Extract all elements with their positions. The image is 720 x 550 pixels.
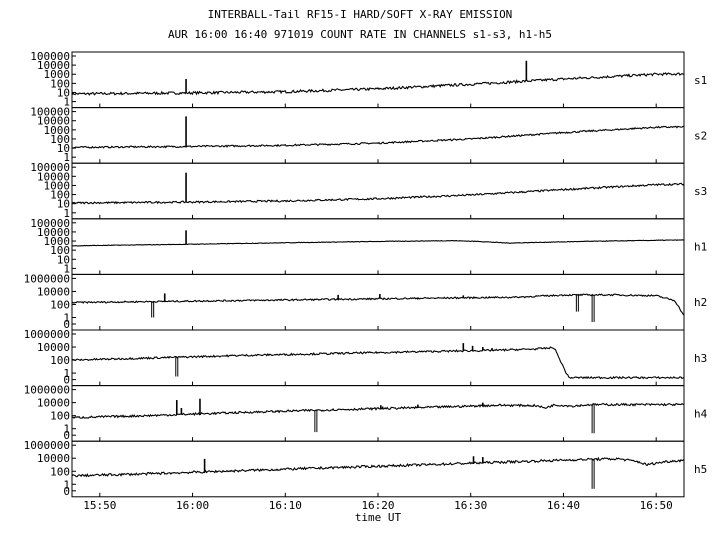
x-axis-label: time UT xyxy=(355,511,402,524)
y-tick-label: 10000 xyxy=(37,170,70,183)
panel-frame xyxy=(71,440,685,498)
panel-frame xyxy=(71,51,685,109)
h1-series-line xyxy=(71,239,685,247)
y-tick-label: 100000 xyxy=(30,50,70,63)
y-tick-label: 100000 xyxy=(30,217,70,230)
y-tick-label: 100 xyxy=(50,133,70,146)
channel-label-h3: h3 xyxy=(694,352,707,365)
y-tick-label: 100 xyxy=(50,465,70,478)
y-tick-label: 1000000 xyxy=(24,384,70,397)
y-tick-label: 100 xyxy=(50,298,70,311)
panel-frame xyxy=(71,107,685,164)
h5-series-line xyxy=(71,456,685,478)
channel-label-h5: h5 xyxy=(694,463,707,476)
y-tick-label: 10 xyxy=(57,253,70,266)
chart-title: INTERBALL-Tail RF15-I HARD/SOFT X-RAY EM… xyxy=(207,8,513,21)
y-tick-label: 10000 xyxy=(37,115,70,128)
channel-label-h2: h2 xyxy=(694,296,707,309)
y-tick-label: 0 xyxy=(63,318,70,331)
h2-series-line xyxy=(71,293,685,316)
y-tick-label: 10000 xyxy=(37,285,70,298)
y-tick-label: 100000 xyxy=(30,161,70,174)
x-tick-label: 16:10 xyxy=(269,499,302,512)
x-tick-label: 16:20 xyxy=(361,499,394,512)
y-tick-label: 0 xyxy=(63,374,70,387)
chart-subtitle: AUR 16:00 16:40 971019 COUNT RATE IN CHA… xyxy=(167,28,553,41)
y-tick-label: 100000 xyxy=(30,106,70,119)
y-tick-label: 10 xyxy=(57,142,70,155)
y-tick-label: 0 xyxy=(63,485,70,498)
y-tick-label: 1 xyxy=(63,207,70,220)
h3-series-line xyxy=(71,346,685,380)
y-tick-label: 1000 xyxy=(44,68,71,81)
channel-label-h4: h4 xyxy=(694,407,708,420)
channel-label-h1: h1 xyxy=(694,241,707,254)
y-tick-label: 10000 xyxy=(37,226,70,239)
x-tick-label: 16:40 xyxy=(547,499,580,512)
x-tick-label: 16:30 xyxy=(454,499,487,512)
channel-label-s3: s3 xyxy=(694,185,707,198)
h4-series-line xyxy=(71,402,685,420)
y-tick-label: 10 xyxy=(57,198,70,211)
panel-frame xyxy=(71,218,685,275)
x-tick-label: 16:00 xyxy=(176,499,209,512)
y-tick-label: 10 xyxy=(57,86,70,99)
y-tick-label: 1000 xyxy=(44,235,71,248)
y-tick-label: 1 xyxy=(63,151,70,164)
y-tick-label: 1 xyxy=(63,311,70,324)
s3-series-line xyxy=(72,182,685,205)
y-tick-label: 1000000 xyxy=(24,328,70,341)
y-tick-label: 1 xyxy=(63,262,70,275)
y-tick-label: 1000 xyxy=(44,179,71,192)
y-tick-label: 10000 xyxy=(37,397,70,410)
y-tick-label: 10000 xyxy=(37,341,70,354)
x-tick-label: 16:50 xyxy=(640,499,673,512)
channel-label-s2: s2 xyxy=(694,129,707,142)
y-tick-label: 1000000 xyxy=(24,272,70,285)
y-tick-label: 100 xyxy=(50,189,70,202)
s2-series-line xyxy=(71,125,685,149)
y-tick-label: 1000 xyxy=(44,124,71,137)
s1-series-line xyxy=(71,72,685,96)
y-tick-label: 1 xyxy=(63,478,70,491)
y-tick-label: 1 xyxy=(63,367,70,380)
y-tick-label: 100 xyxy=(50,77,70,90)
y-tick-label: 1000000 xyxy=(24,439,70,452)
y-tick-label: 1 xyxy=(63,96,70,109)
y-tick-label: 100 xyxy=(50,410,70,423)
y-tick-label: 1 xyxy=(63,423,70,436)
y-tick-label: 0 xyxy=(63,429,70,442)
x-tick-label: 15:50 xyxy=(83,499,116,512)
y-tick-label: 10000 xyxy=(37,59,70,72)
panel-frame xyxy=(71,162,685,220)
y-tick-label: 100 xyxy=(50,354,70,367)
y-tick-label: 100 xyxy=(50,244,70,257)
y-tick-label: 10000 xyxy=(37,452,70,465)
channel-label-s1: s1 xyxy=(694,74,707,87)
